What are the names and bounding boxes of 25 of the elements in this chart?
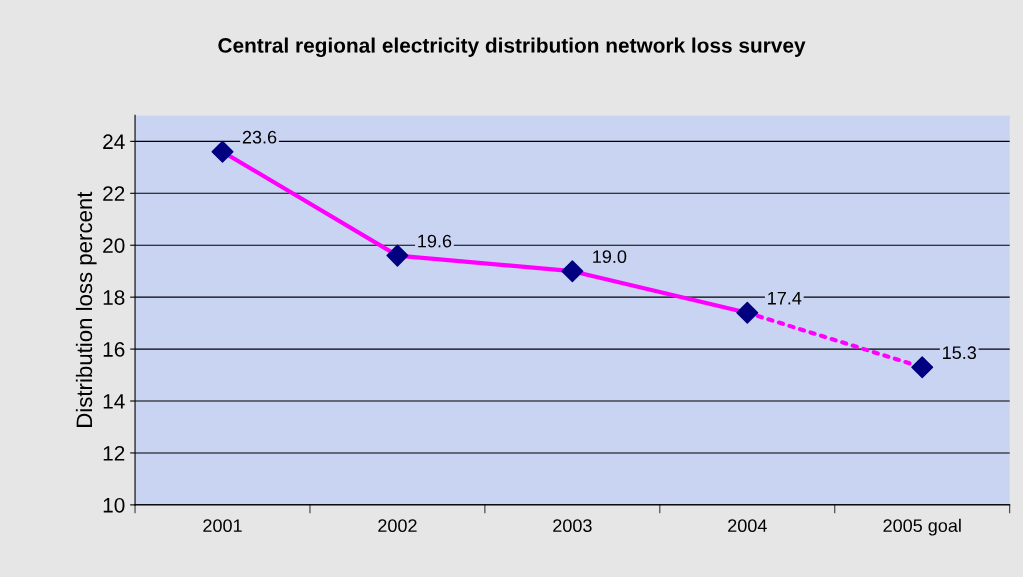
x-tick-label: 2003: [553, 519, 592, 533]
point: [211, 140, 234, 163]
y-tick-label: 10: [103, 497, 125, 513]
point: [561, 260, 584, 283]
x-tick-label: 2001: [203, 519, 242, 533]
point: [911, 356, 934, 379]
point: [736, 301, 759, 324]
chart-title: Central regional electricity distribution network loss survey: [218, 37, 806, 58]
y-tick-label: 12: [103, 445, 125, 461]
y-tick-label: 16: [103, 342, 125, 357]
x-tick-label: 2004: [728, 519, 767, 533]
point: [386, 244, 409, 267]
y-tick-label: 22: [103, 186, 125, 201]
y-tick-label: 24: [103, 134, 125, 149]
data-label: 15.3: [943, 346, 977, 360]
y-tick-label: 18: [103, 290, 125, 305]
data-label: 23.6: [242, 130, 277, 144]
data-label: 19.6: [418, 234, 452, 248]
y-tick-label: 20: [103, 238, 125, 253]
data-label: 17.4: [768, 291, 802, 305]
data-label: 19.0: [593, 250, 627, 264]
x-tick-label: 2005 goal: [883, 518, 961, 536]
y-tick-label: 14: [103, 394, 125, 409]
x-tick-label: 2002: [378, 519, 417, 533]
y-axis-title: Distribution loss percent: [75, 191, 97, 427]
